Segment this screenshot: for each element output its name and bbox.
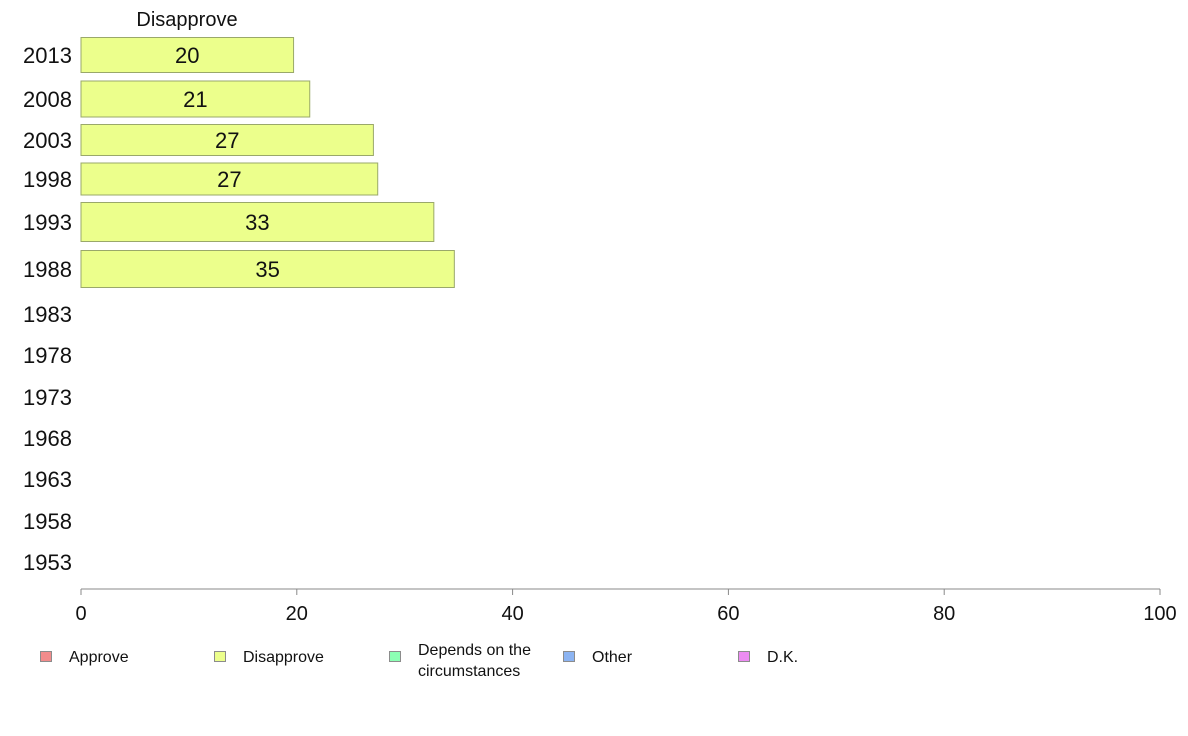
bar-label-1988: 35 xyxy=(255,257,279,282)
year-label-2008: 2008 xyxy=(23,87,72,112)
bar-label-2003: 27 xyxy=(215,128,239,153)
year-label-2013: 2013 xyxy=(23,43,72,68)
legend-item-approve: Approve xyxy=(40,640,129,668)
year-label-1968: 1968 xyxy=(23,426,72,451)
bar-chart: Disapprove 2013 2008 2003 1998 1993 1988 1983 1… xyxy=(23,9,1177,625)
bar-label-1993: 33 xyxy=(245,210,269,235)
legend-label-dk: D.K. xyxy=(767,649,799,666)
legend-label-approve: Approve xyxy=(69,649,129,666)
legend-swatch-depends xyxy=(389,651,401,662)
legend-swatch-dk xyxy=(738,651,750,662)
bar-1988 xyxy=(80,250,455,288)
year-label-1973: 1973 xyxy=(23,385,72,410)
year-label-1998: 1998 xyxy=(23,167,72,192)
panel-title: Disapprove xyxy=(136,9,237,31)
legend-label-depends: Depends on the circumstances xyxy=(418,642,531,680)
year-label-1958: 1958 xyxy=(23,509,72,534)
year-label-1983: 1983 xyxy=(23,302,72,327)
bar-1993 xyxy=(80,202,435,242)
x-tick-label-60: 60 xyxy=(717,603,739,625)
bar-2013 xyxy=(80,37,295,73)
bar-2008 xyxy=(80,80,311,118)
legend: Approve Disapprove Depends on the circum… xyxy=(0,640,1188,690)
bar-label-2008: 21 xyxy=(183,87,207,112)
legend-item-disapprove: Disapprove xyxy=(214,640,324,668)
legend-swatch-approve xyxy=(40,651,52,662)
year-label-1978: 1978 xyxy=(23,343,72,368)
legend-label-other: Other xyxy=(592,649,633,666)
year-label-1953: 1953 xyxy=(23,550,72,575)
year-label-1993: 1993 xyxy=(23,210,72,235)
year-label-2003: 2003 xyxy=(23,128,72,153)
legend-item-depends: Depends on the circumstances xyxy=(389,640,568,682)
x-tick-label-0: 0 xyxy=(75,603,86,625)
bar-label-2013: 20 xyxy=(175,43,199,68)
x-tick-label-20: 20 xyxy=(286,603,308,625)
bar-label-1998: 27 xyxy=(217,167,241,192)
bar-1998 xyxy=(80,162,379,196)
legend-item-other: Other xyxy=(563,640,632,668)
x-tick-label-80: 80 xyxy=(933,603,955,625)
legend-label-disapprove: Disapprove xyxy=(243,649,324,666)
legend-swatch-disapprove xyxy=(214,651,226,662)
bar-2003 xyxy=(80,124,374,156)
x-tick-label-40: 40 xyxy=(501,603,523,625)
legend-item-dk: D.K. xyxy=(738,640,798,668)
year-label-1988: 1988 xyxy=(23,257,72,282)
year-label-1963: 1963 xyxy=(23,467,72,492)
x-tick-label-100: 100 xyxy=(1143,603,1176,625)
legend-swatch-other xyxy=(563,651,575,662)
